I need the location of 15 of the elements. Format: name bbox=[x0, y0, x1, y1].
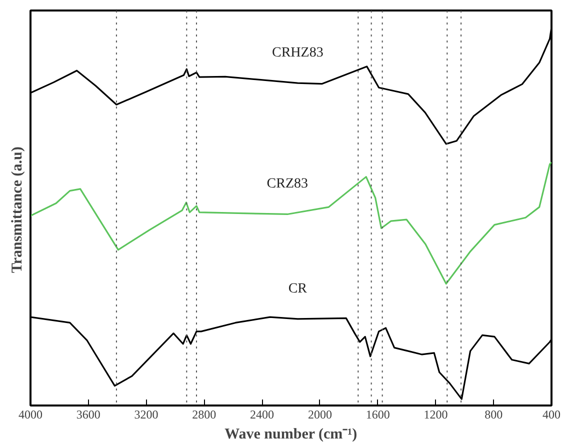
x-tick-label: 400 bbox=[542, 408, 560, 422]
x-tick-label: 1600 bbox=[366, 408, 390, 422]
x-tick-label: 2800 bbox=[192, 408, 216, 422]
x-tick-label: 3600 bbox=[76, 408, 100, 422]
y-axis-title: Transmittance (a.u) bbox=[10, 146, 26, 274]
x-tick-label: 2000 bbox=[308, 408, 332, 422]
x-tick-label: 4000 bbox=[18, 408, 42, 422]
series-label: CRZ83 bbox=[266, 176, 308, 192]
series-label: CRHZ83 bbox=[272, 45, 324, 60]
x-tick-label: 3200 bbox=[134, 408, 158, 422]
x-tick-label: 800 bbox=[484, 408, 503, 422]
x-axis-title: Wave number (cm⁻¹) bbox=[224, 426, 358, 442]
series-label: CR bbox=[288, 281, 308, 296]
x-tick-label: 2400 bbox=[250, 408, 274, 422]
x-tick-label: 1200 bbox=[424, 408, 448, 422]
